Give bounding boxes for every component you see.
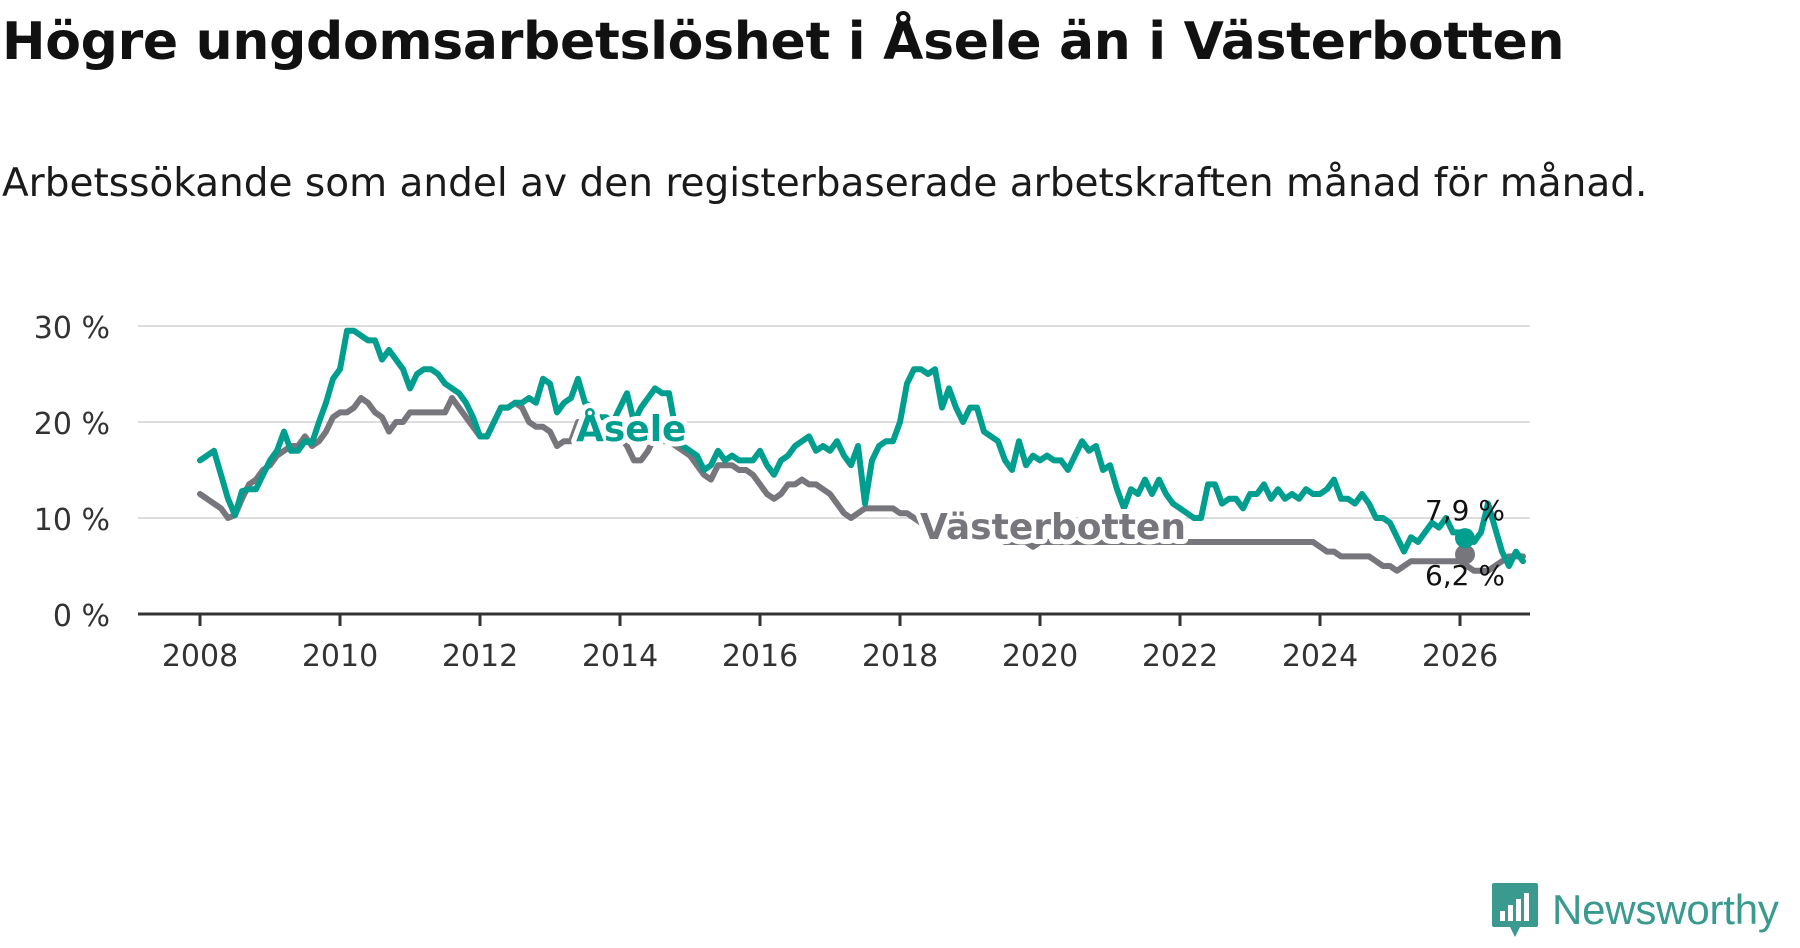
brand[interactable]: Newsworthy (1490, 880, 1779, 940)
chart-subtitle: Arbetssökande som andel av den registerb… (2, 161, 1648, 206)
y-tick-label: 0 % (53, 599, 110, 634)
end-marker-asele (1455, 528, 1475, 549)
end-marker-vasterbotten (1455, 544, 1475, 565)
x-tick-label: 2010 (302, 639, 378, 674)
y-tick-label: 10 % (34, 503, 110, 538)
x-tick-label: 2022 (1142, 639, 1218, 674)
brand-name: Newsworthy (1552, 886, 1779, 933)
x-tick-label: 2026 (1422, 639, 1498, 674)
y-tick-label: 30 % (34, 311, 110, 346)
end-label-asele: 7,9 % (1425, 494, 1505, 527)
end-label-vasterbotten: 6,2 % (1425, 559, 1505, 592)
newsworthy-logo-icon (1492, 883, 1538, 937)
series-line-asele (197, 327, 1526, 569)
series-label-vasterbotten: Västerbotten (920, 507, 1186, 548)
x-tick-label: 2008 (162, 639, 238, 674)
x-tick-label: 2016 (722, 639, 798, 674)
x-tick-label: 2024 (1282, 639, 1358, 674)
x-tick-label: 2020 (1002, 639, 1078, 674)
x-tick-label: 2012 (442, 639, 518, 674)
x-tick-label: 2014 (582, 639, 658, 674)
chart-title: Högre ungdomsarbetslöshet i Åsele än i V… (2, 12, 1565, 72)
series-line-vasterbotten (197, 395, 1526, 574)
series-label-asele: Åsele (576, 408, 686, 450)
x-tick-label: 2018 (862, 639, 938, 674)
y-tick-label: 20 % (34, 407, 110, 442)
